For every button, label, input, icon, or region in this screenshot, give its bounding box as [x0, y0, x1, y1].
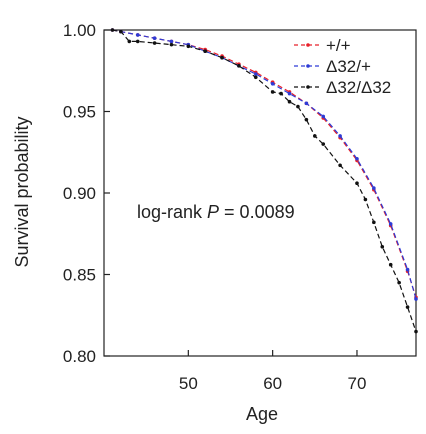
y-tick-label-1.00: 1.00 [63, 21, 96, 40]
legend-marker-1 [306, 43, 310, 47]
data-point [338, 163, 342, 168]
legend-label-3: Δ32/Δ32 [326, 78, 391, 97]
data-point [372, 186, 376, 190]
data-point [253, 75, 258, 80]
data-point [397, 280, 401, 285]
series-layer [110, 28, 418, 334]
legend-marker-3 [306, 85, 310, 89]
legend-label-2: Δ32/+ [326, 57, 371, 76]
data-point [414, 297, 418, 301]
data-point [304, 117, 309, 122]
y-tick-label-0.85: 0.85 [63, 266, 96, 285]
data-point [388, 222, 393, 226]
data-point [287, 91, 292, 96]
legend-marker-2 [306, 64, 310, 68]
data-point [135, 33, 140, 37]
legend-label-1: +/+ [326, 36, 351, 55]
x-tick-label-70: 70 [348, 374, 367, 393]
series-line-3 [112, 29, 417, 332]
logrank-value: = 0.0089 [219, 202, 295, 222]
data-point [253, 72, 258, 76]
axes-layer: 50 60 70 0.80 0.85 0.90 0.95 1.00 [63, 21, 367, 393]
series-line-2 [112, 29, 417, 300]
data-point [287, 99, 292, 104]
data-point [127, 39, 132, 44]
x-tick-label-50: 50 [179, 374, 198, 393]
data-point [237, 64, 241, 68]
logrank-p-symbol: P [207, 202, 219, 222]
data-point [169, 42, 174, 47]
data-point [405, 267, 410, 272]
y-axis-title: Survival probability [12, 116, 32, 267]
data-point [355, 181, 359, 186]
data-point [279, 91, 283, 96]
data-point [388, 262, 393, 267]
y-tick-label-0.90: 0.90 [63, 184, 96, 203]
data-point [296, 104, 300, 109]
data-point [313, 134, 317, 138]
data-point [380, 244, 385, 249]
x-tick-label-60: 60 [263, 374, 282, 393]
data-point [186, 44, 191, 49]
logrank-prefix: log-rank [137, 202, 207, 222]
data-point [321, 142, 326, 146]
data-point [321, 114, 326, 119]
series-1 [110, 28, 418, 300]
series-line-1 [112, 29, 417, 298]
data-point [338, 134, 342, 138]
data-point [152, 36, 157, 40]
data-point [270, 81, 275, 86]
x-axis-title: Age [246, 404, 278, 424]
data-point [414, 329, 418, 334]
logrank-annotation: log-rank P = 0.0089 [137, 202, 295, 222]
y-tick-label-0.95: 0.95 [63, 103, 96, 122]
data-point [405, 305, 410, 309]
data-point [372, 220, 376, 225]
y-tick-label-0.80: 0.80 [63, 347, 96, 366]
data-point [203, 49, 207, 53]
series-3 [110, 28, 418, 334]
data-point [355, 156, 359, 161]
data-point [304, 101, 309, 106]
data-point [270, 90, 275, 94]
data-point [363, 197, 368, 202]
data-point [119, 29, 123, 34]
series-2 [110, 28, 418, 301]
data-point [135, 39, 140, 44]
data-point [169, 39, 174, 44]
legend: +/+ Δ32/+ Δ32/Δ32 [294, 36, 391, 97]
data-point [152, 41, 157, 45]
data-point [110, 28, 115, 32]
data-point [220, 55, 224, 60]
